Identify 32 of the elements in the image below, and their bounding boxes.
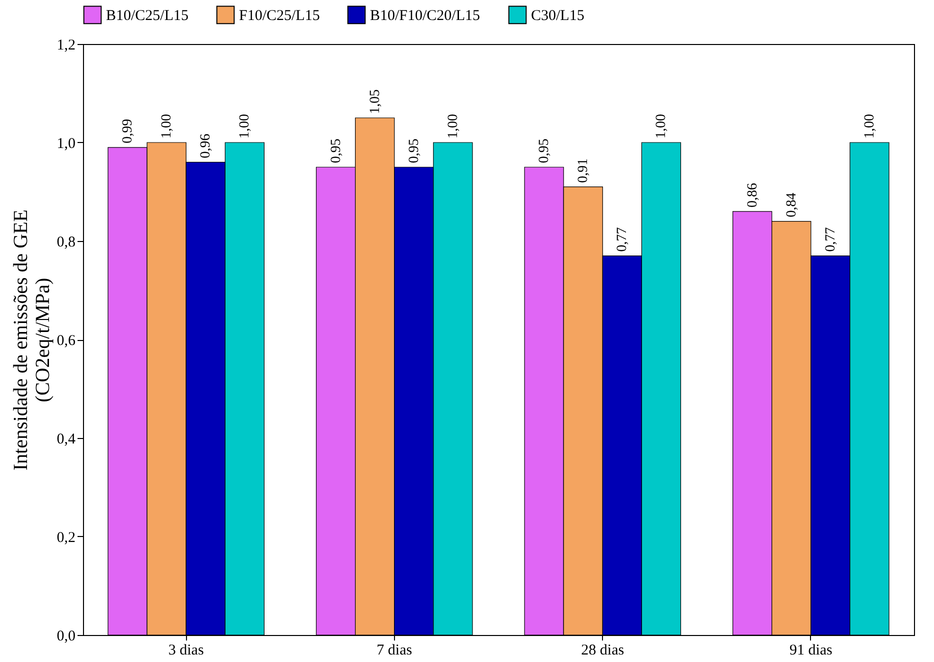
data-label: 0,95 (406, 138, 422, 164)
data-label: 0,84 (784, 192, 800, 218)
y-tick-label: 0,6 (56, 333, 76, 349)
x-tick-label: 91 dias (789, 642, 833, 658)
data-label: 1,00 (654, 114, 670, 138)
data-label: 0,91 (576, 158, 592, 183)
data-label: 0,99 (120, 118, 136, 144)
data-label: 1,00 (862, 114, 878, 138)
y-tick-label: 1,0 (56, 136, 76, 152)
y-tick-label: 0,2 (56, 530, 76, 546)
data-label: 1,00 (446, 114, 461, 138)
y-axis-title: Intensidade de emissões de GEE (CO2eq/t/MPa) (10, 209, 54, 471)
y-tick-label: 0,0 (56, 628, 76, 644)
y-tick-label: 0,4 (56, 432, 76, 448)
data-label: 1,05 (368, 89, 383, 114)
data-label: 0,77 (823, 227, 838, 252)
legend-label: B10/F10/C20/L15 (370, 8, 480, 24)
data-label: 0,86 (745, 182, 760, 208)
legend-label: C30/L15 (531, 8, 584, 24)
data-label: 1,00 (160, 114, 175, 138)
data-label: 0,96 (198, 134, 214, 158)
x-tick-label: 28 dias (581, 642, 624, 658)
legend-label: B10/C25/L15 (106, 8, 189, 24)
y-tick-label: 0,8 (56, 234, 76, 250)
y-tick-label: 1,2 (56, 38, 76, 54)
x-tick-label: 3 dias (168, 642, 204, 658)
data-label: 0,95 (328, 138, 344, 164)
data-label: 0,77 (615, 227, 630, 252)
x-tick-label: 7 dias (376, 642, 412, 658)
data-label: 0,95 (537, 138, 552, 164)
data-label: 1,00 (238, 114, 253, 138)
legend-label: F10/C25/L15 (239, 8, 320, 24)
